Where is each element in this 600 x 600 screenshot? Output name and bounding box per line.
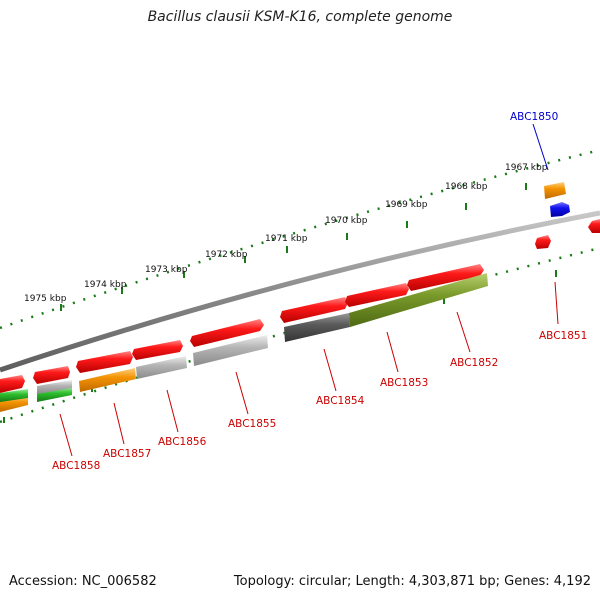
gene-label-abc1853: ABC1853 xyxy=(380,377,428,389)
leader-abc1856 xyxy=(166,389,179,433)
gene-arrow-abc1856[interactable] xyxy=(76,351,133,373)
accession-text: Accession: NC_006582 xyxy=(9,574,157,589)
genome-backbone xyxy=(0,210,600,373)
leader-abc1858 xyxy=(59,413,73,457)
leader-abc1855 xyxy=(235,371,249,415)
gene-label-abc1857: ABC1857 xyxy=(103,448,151,460)
inner-tick-track xyxy=(0,246,600,424)
scale-label-1970: 1970 kbp xyxy=(325,216,368,226)
gene-arrow-right-edge[interactable] xyxy=(588,219,600,233)
scale-label-1974: 1974 kbp xyxy=(84,280,127,290)
gene-arrow-abc1858[interactable] xyxy=(0,375,25,393)
scale-label-1967: 1967 kbp xyxy=(505,163,548,173)
gene-arrow-abc1854[interactable] xyxy=(280,297,348,323)
topology-text: Topology: circular; Length: 4,303,871 bp… xyxy=(233,574,591,589)
gene-arrow-abc1855[interactable] xyxy=(132,340,183,360)
gene-arrow-abc1850[interactable] xyxy=(550,202,570,217)
feature-gray-abc1856[interactable] xyxy=(136,356,187,379)
feature-gray-abc1855[interactable] xyxy=(193,335,268,366)
scale-label-1971: 1971 kbp xyxy=(265,234,308,244)
leader-abc1851 xyxy=(554,281,559,325)
gene-arrow-abc1857[interactable] xyxy=(33,366,70,384)
feature-olive-abc1853[interactable] xyxy=(349,273,488,327)
scale-label-1969: 1969 kbp xyxy=(385,200,428,210)
feature-track-lower xyxy=(0,182,566,412)
feature-orange-abc1850[interactable] xyxy=(544,182,566,199)
scale-labels: 1975 kbp 1974 kbp 1973 kbp 1972 kbp 1971… xyxy=(24,163,548,304)
gene-labels: ABC1850 ABC1851 ABC1852 ABC1853 ABC1854 … xyxy=(52,111,587,472)
label-leaders xyxy=(59,123,559,457)
feature-green-small[interactable] xyxy=(37,387,72,402)
forward-strand-features xyxy=(0,219,600,393)
scale-label-1975: 1975 kbp xyxy=(24,294,67,304)
gene-arrow-abc1853[interactable] xyxy=(345,283,409,307)
gene-label-abc1852: ABC1852 xyxy=(450,357,498,369)
leader-abc1853 xyxy=(386,331,399,373)
gene-label-abc1858: ABC1858 xyxy=(52,460,100,472)
gene-arrow-abc1855b[interactable] xyxy=(190,319,264,347)
gene-arrow-abc1851[interactable] xyxy=(535,235,551,249)
feature-orange-abc1857[interactable] xyxy=(79,368,136,392)
gene-label-abc1855: ABC1855 xyxy=(228,418,276,430)
leader-abc1852 xyxy=(456,311,471,353)
scale-label-1968: 1968 kbp xyxy=(445,182,488,192)
scale-label-1973: 1973 kbp xyxy=(145,265,188,275)
leader-abc1857 xyxy=(113,402,125,445)
gene-label-abc1854: ABC1854 xyxy=(316,395,365,407)
feature-gray-small[interactable] xyxy=(37,380,72,394)
map-title: Bacillus clausii KSM-K16, complete genom… xyxy=(147,9,453,25)
gene-label-abc1856: ABC1856 xyxy=(158,436,207,448)
scale-label-1972: 1972 kbp xyxy=(205,250,248,260)
feature-green-left[interactable] xyxy=(0,389,28,402)
leader-abc1854 xyxy=(323,348,337,392)
gene-label-abc1851: ABC1851 xyxy=(539,330,587,342)
major-ticks-outer xyxy=(60,183,527,311)
feature-darkgray-abc1854[interactable] xyxy=(284,313,350,342)
leader-abc1850 xyxy=(532,123,549,171)
gene-arrow-abc1852[interactable] xyxy=(407,264,484,291)
gene-label-abc1850: ABC1850 xyxy=(510,111,558,123)
outer-tick-track xyxy=(0,148,600,330)
major-ticks-inner xyxy=(3,270,557,423)
